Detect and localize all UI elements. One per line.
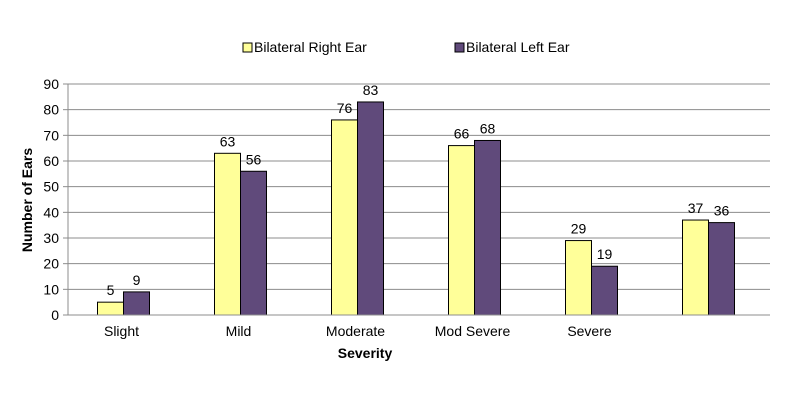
y-axis-title: Number of Ears [19,148,35,252]
data-label: 37 [688,200,704,216]
y-tick-label: 0 [51,307,59,323]
data-label: 76 [337,100,353,116]
bar [97,301,124,316]
y-tick-label: 30 [43,230,59,246]
bar [708,222,735,316]
bar [474,139,501,316]
x-tick-label: Slight [104,323,139,339]
y-tick-label: 40 [43,204,59,220]
axes: 0 10 20 30 40 50 60 70 80 90 Slight Mild Moderate Mod… [43,76,770,339]
x-tick-label: Severe [567,323,612,339]
y-tick-label: 50 [43,179,59,195]
data-label: 36 [714,203,730,219]
bars [97,101,735,316]
x-tick-label: Mild [226,323,252,339]
bar [448,145,475,316]
legend-label: Bilateral Right Ear [254,39,367,55]
data-label: 29 [571,221,587,237]
data-label: 56 [246,151,262,167]
bar [331,119,358,316]
bar [214,152,241,316]
bar [565,240,592,316]
data-label: 83 [363,82,379,98]
y-tick-label: 80 [43,102,59,118]
gridlines [68,83,770,290]
x-tick-label: Mod Severe [435,323,511,339]
y-tick-label: 10 [43,281,59,297]
data-label: 66 [454,126,470,142]
bar [682,219,709,316]
legend-swatch [454,42,465,53]
data-label: 5 [107,282,115,298]
data-label: 9 [133,272,141,288]
x-tick-label: Moderate [326,323,385,339]
legend-label: Bilateral Left Ear [466,39,570,55]
legend: Bilateral Right Ear Bilateral Left Ear [242,39,570,55]
y-tick-label: 70 [43,127,59,143]
data-label: 19 [597,246,613,262]
x-axis-title: Severity [338,345,393,361]
y-tick-label: 60 [43,153,59,169]
y-tick-label: 90 [43,76,59,92]
bar [123,291,150,316]
y-tick-label: 20 [43,256,59,272]
data-label: 63 [220,133,236,149]
data-labels: 5 9 63 56 76 83 66 68 29 19 37 36 [107,82,730,298]
bar [357,101,384,316]
bar [591,265,618,316]
bar [240,170,267,316]
data-label: 68 [480,120,496,136]
legend-swatch [242,42,253,53]
